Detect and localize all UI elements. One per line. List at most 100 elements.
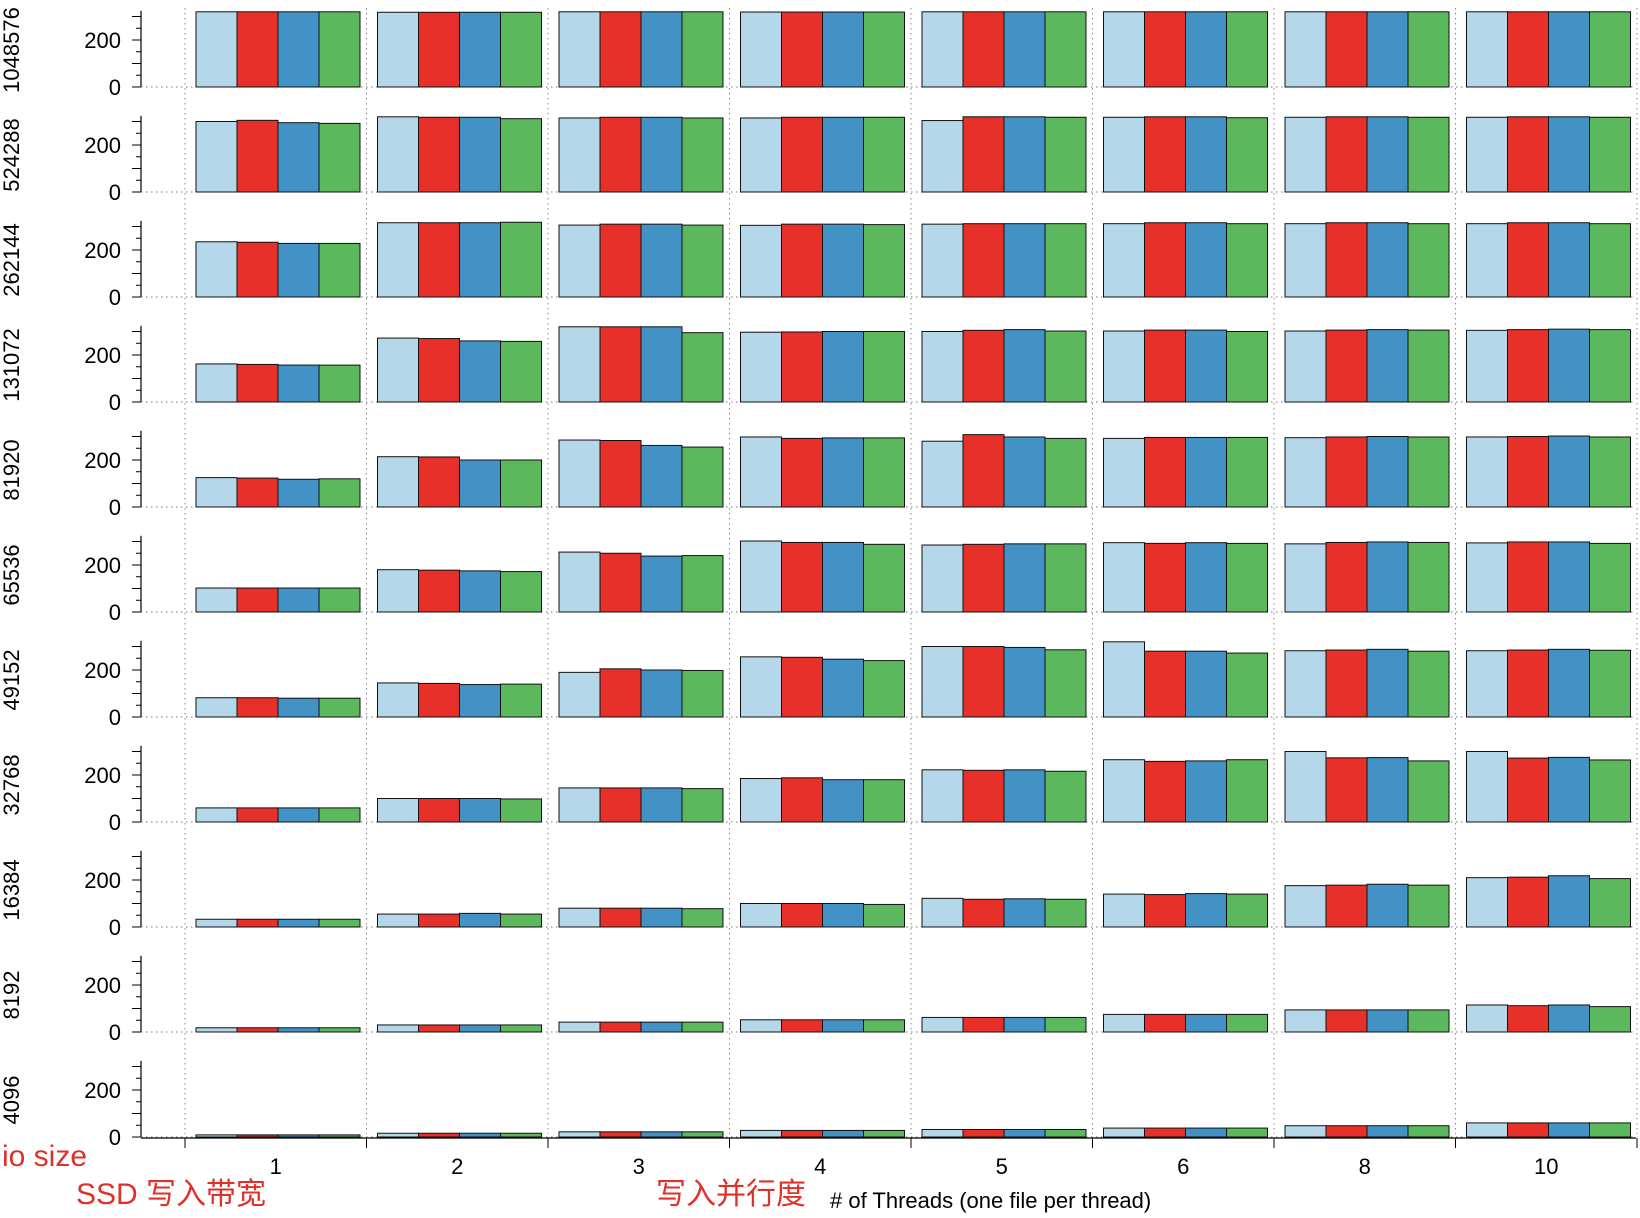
bar xyxy=(1185,1127,1227,1138)
panel-label: 49152 xyxy=(0,649,24,710)
bar xyxy=(318,478,361,508)
y-tick-label: 200 xyxy=(84,28,121,53)
bar xyxy=(318,1027,361,1033)
bar xyxy=(418,569,460,613)
bar xyxy=(640,555,683,613)
bar xyxy=(740,331,782,403)
bar xyxy=(1103,893,1145,928)
parallelism-annotation: 写入并行度 xyxy=(656,1178,806,1211)
bar xyxy=(1185,222,1227,298)
bar xyxy=(195,241,238,298)
bar xyxy=(318,11,361,88)
bar xyxy=(1548,756,1590,823)
bar xyxy=(195,363,238,403)
bar xyxy=(599,116,642,193)
bar xyxy=(418,913,460,928)
bar xyxy=(236,918,279,928)
bar xyxy=(962,543,1005,613)
bar xyxy=(500,683,542,718)
bar xyxy=(377,116,419,193)
bar xyxy=(1144,11,1186,88)
bar xyxy=(1407,541,1450,613)
bar xyxy=(1103,330,1145,403)
bar xyxy=(1103,1127,1145,1138)
bar xyxy=(599,552,642,613)
bar xyxy=(418,338,460,403)
bar xyxy=(1548,875,1590,928)
bar xyxy=(640,669,683,718)
bar xyxy=(681,788,724,823)
bar xyxy=(863,903,905,928)
bar xyxy=(377,569,419,613)
bar xyxy=(681,332,724,403)
y-tick-label: 200 xyxy=(84,133,121,158)
bar xyxy=(681,1021,724,1033)
bar xyxy=(1407,650,1450,718)
y-tick-label: 0 xyxy=(109,915,121,940)
bar xyxy=(1226,759,1268,823)
bar xyxy=(558,439,601,508)
bar xyxy=(1185,116,1227,193)
bar xyxy=(599,439,642,508)
bar xyxy=(558,787,601,823)
bar xyxy=(599,1021,642,1033)
bar xyxy=(1589,436,1631,508)
bar xyxy=(921,1016,964,1033)
bar xyxy=(1103,437,1145,508)
bar xyxy=(377,337,419,403)
bar xyxy=(558,907,601,928)
y-tick-label: 200 xyxy=(84,658,121,683)
bar xyxy=(1003,769,1046,823)
bar xyxy=(236,1134,279,1138)
bar xyxy=(318,364,361,403)
bar xyxy=(822,658,864,718)
bar xyxy=(640,1021,683,1033)
bar xyxy=(1185,11,1227,88)
bar xyxy=(640,223,683,298)
bar xyxy=(599,907,642,928)
bar xyxy=(1466,751,1508,823)
bar xyxy=(277,1134,320,1138)
bar xyxy=(1044,437,1087,508)
bar xyxy=(1325,1125,1368,1138)
bar xyxy=(500,1132,542,1138)
bar xyxy=(822,903,864,928)
bar xyxy=(921,769,964,823)
bar xyxy=(1226,1127,1268,1138)
bar xyxy=(1589,542,1631,613)
bar xyxy=(1284,116,1327,193)
bar xyxy=(863,11,905,88)
bar xyxy=(277,697,320,718)
y-tick-label: 0 xyxy=(109,390,121,415)
bar xyxy=(1507,11,1549,88)
bar xyxy=(1185,329,1227,403)
bar xyxy=(863,543,905,613)
y-tick-label: 200 xyxy=(84,238,121,263)
bar xyxy=(781,777,823,823)
bar xyxy=(681,446,724,508)
bar xyxy=(1589,11,1631,88)
bar xyxy=(863,1129,905,1138)
panel-label: 65536 xyxy=(0,544,24,605)
bar xyxy=(1407,884,1450,928)
bar xyxy=(1548,1122,1590,1138)
panel-label: 32768 xyxy=(0,754,24,815)
bar xyxy=(1407,223,1450,298)
bar xyxy=(377,682,419,718)
y-tick-label: 0 xyxy=(109,705,121,730)
bar xyxy=(1507,541,1549,613)
bar xyxy=(1507,436,1549,508)
bar xyxy=(1185,436,1227,508)
bar xyxy=(1366,329,1409,403)
bar xyxy=(822,779,864,823)
x-axis-label: # of Threads (one file per thread) xyxy=(830,1188,1152,1213)
bar xyxy=(1407,436,1450,508)
bar xyxy=(681,1131,724,1138)
bar xyxy=(318,122,361,193)
bar xyxy=(1103,542,1145,613)
bar xyxy=(1284,885,1327,928)
bar xyxy=(1325,11,1368,88)
bar xyxy=(1044,770,1087,823)
bar xyxy=(236,587,279,613)
bar xyxy=(1507,1122,1549,1138)
